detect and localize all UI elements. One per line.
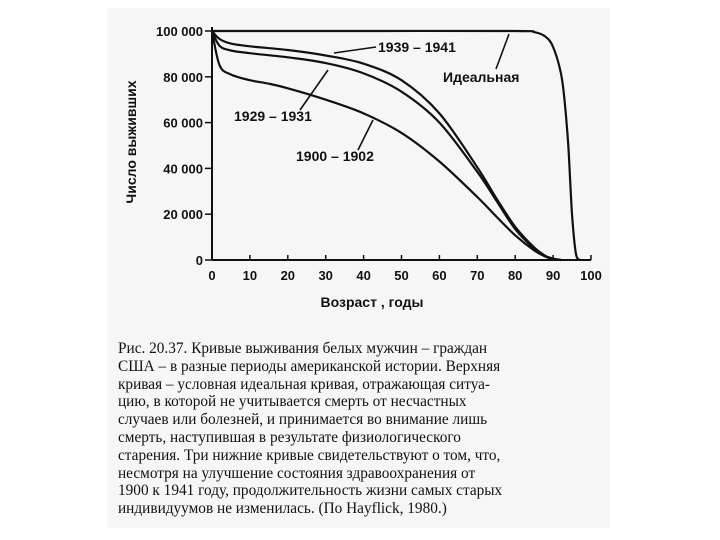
caption-line: США – в разные периоды американской исто… xyxy=(118,357,501,375)
chart-curves xyxy=(210,29,581,262)
curve-Идеальная xyxy=(212,29,581,261)
y-tick-label: 0 xyxy=(196,253,203,268)
caption-line: Рис. 20.37. Кривые выживания белых мужчи… xyxy=(118,340,488,357)
x-tick-label: 0 xyxy=(208,268,215,283)
chart-ticks: 0 10 20 30 40 50 60 70 80 90 100 0 20 000 40 000 60 00… xyxy=(156,24,602,283)
curve-label: 1939 – 1941 xyxy=(378,39,456,55)
caption-line: цию, в которой не учитывается смерть от … xyxy=(118,393,467,411)
x-tick-label: 10 xyxy=(243,268,257,283)
x-tick-label: 20 xyxy=(281,268,295,283)
caption-line: случаев или болезней, и принимается во в… xyxy=(118,411,488,429)
x-tick-label: 70 xyxy=(470,268,484,283)
label-leader-line xyxy=(299,69,329,111)
x-tick-label: 60 xyxy=(432,268,446,283)
y-tick-label: 40 000 xyxy=(163,161,203,176)
y-tick-label: 20 000 xyxy=(163,207,203,222)
x-tick-label: 50 xyxy=(394,268,408,283)
y-axis-title: Число выживших xyxy=(123,80,139,203)
curve-1929-1931 xyxy=(211,30,561,262)
curve-label: Идеальная xyxy=(443,69,519,85)
caption-line: индивидуумов не изменилась. (По Hayflick… xyxy=(118,500,447,518)
label-leader-line xyxy=(333,46,377,54)
label-leader-line xyxy=(357,119,374,151)
y-tick-label: 60 000 xyxy=(163,116,203,131)
x-tick-label: 30 xyxy=(318,268,332,283)
x-tick-label: 100 xyxy=(580,268,602,283)
x-tick-label: 90 xyxy=(546,268,560,283)
label-leader-line xyxy=(495,33,510,70)
caption-line: несмотря на улучшение состояния здравоох… xyxy=(118,464,476,482)
y-tick-label: 80 000 xyxy=(163,70,203,85)
curve-1900-1902 xyxy=(210,30,561,262)
caption-line: старения. Три нижние кривые свидетельств… xyxy=(118,446,501,464)
figure-caption: Рис. 20.37. Кривые выживания белых мужчи… xyxy=(118,340,600,518)
caption-line: кривая – условная идеальная кривая, отра… xyxy=(118,375,491,393)
curve-label: 1900 – 1902 xyxy=(296,148,374,164)
y-tick-label: 100 000 xyxy=(156,24,203,39)
scanned-page xyxy=(107,8,610,528)
x-tick-label: 80 xyxy=(508,268,522,283)
caption-line: 1900 к 1941 году, продолжительность жизн… xyxy=(118,482,503,500)
x-axis-title: Возраст , годы xyxy=(321,294,424,310)
curve-label: 1929 – 1931 xyxy=(234,108,312,124)
chart-curve-labels: 1939 – 1941 1929 – 1931 1900 – 1902 Идеальн… xyxy=(234,33,519,164)
caption-line: смерть, наступившая в результате физиоло… xyxy=(118,428,461,446)
curve-1939-1941 xyxy=(211,30,561,262)
x-tick-label: 40 xyxy=(356,268,370,283)
survival-chart: 0 10 20 30 40 50 60 70 80 90 100 0 20 000 40 000 60 00… xyxy=(123,24,602,310)
chart-axes xyxy=(211,27,591,261)
